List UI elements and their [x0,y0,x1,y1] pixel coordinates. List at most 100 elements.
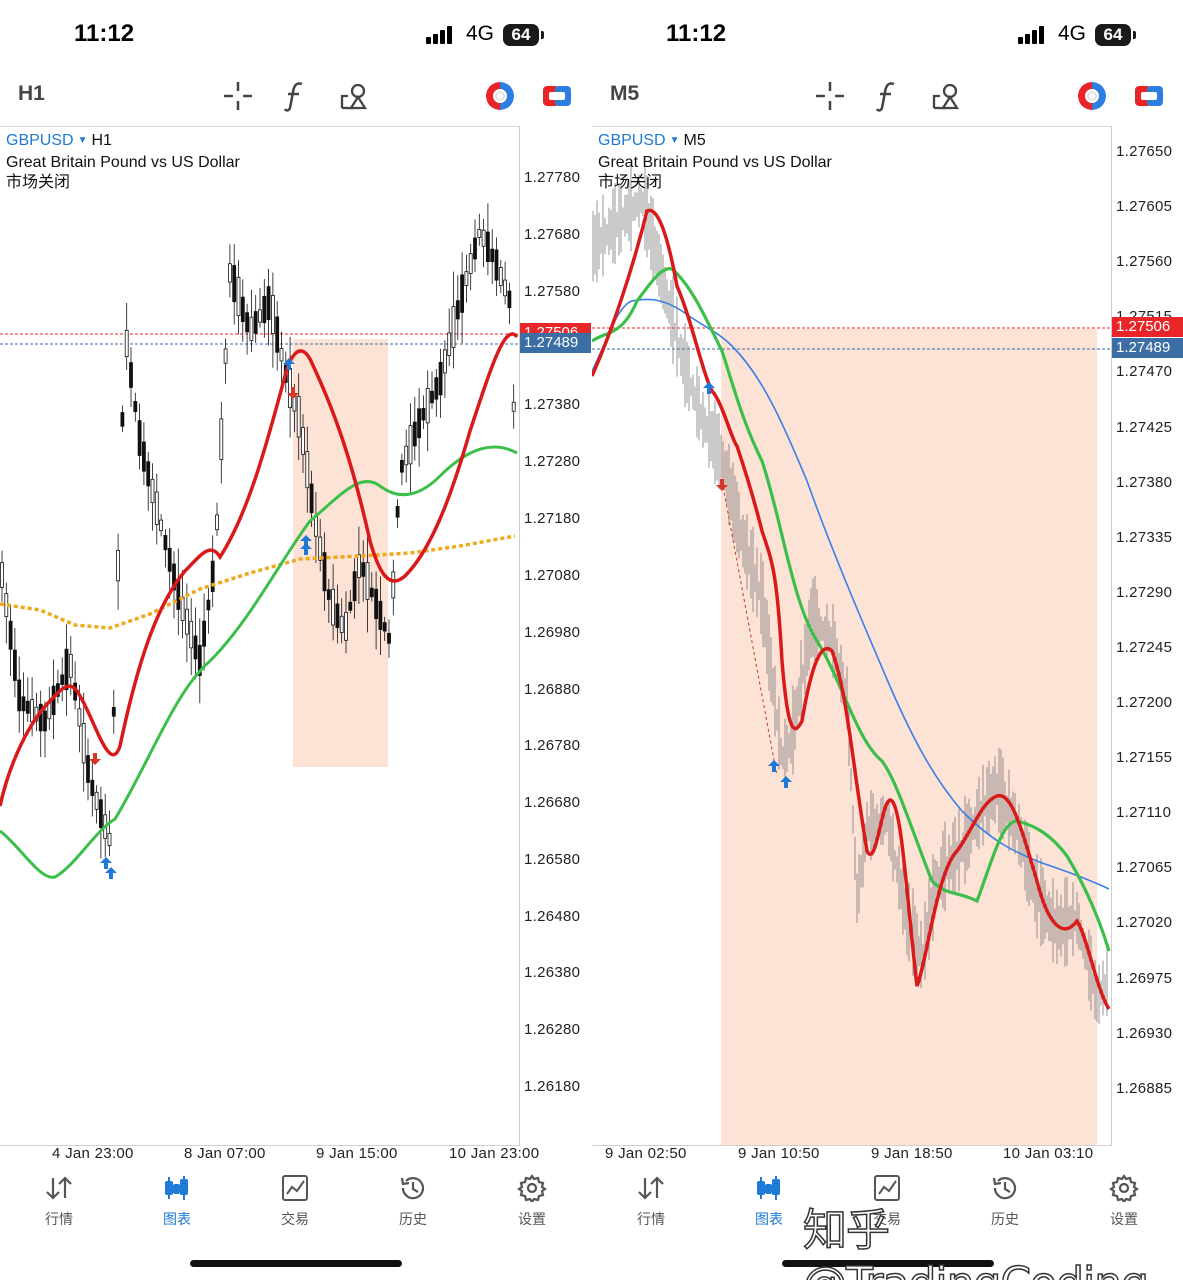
candle-body [60,674,65,685]
nav-tab-trade[interactable]: 交易 [852,1174,922,1229]
time-tick: 9 Jan 10:50 [738,1145,820,1162]
battery-tip [541,31,544,39]
candle-body [184,608,189,635]
candle-body [408,425,413,465]
time-tick: 10 Jan 03:10 [1003,1145,1094,1162]
candle-body [236,276,241,317]
trade-panel-icon[interactable] [541,80,573,112]
candle-body [270,295,275,335]
nav-tab-trade[interactable]: 交易 [260,1174,330,1229]
candle-body [232,265,237,303]
candle-body [507,290,512,309]
nav-tab-quotes[interactable]: 行情 [24,1174,94,1229]
candle-body [339,615,344,633]
candle-body [391,571,396,599]
candle-body [81,723,86,764]
crosshair-icon[interactable] [222,80,254,112]
nav-tab-history[interactable]: 历史 [378,1174,448,1229]
objects-icon[interactable] [338,80,370,112]
price-tick: 1.26580 [524,851,581,868]
candle-body [129,362,133,388]
one-click-trading-icon[interactable] [1076,80,1108,112]
candle-body [477,228,482,238]
candle-body [266,286,271,320]
symbol-description: Great Britain Pound vs US Dollar [598,154,832,171]
price-tick: 1.27080 [524,567,581,584]
price-tick: 1.27110 [1116,804,1172,822]
candle-body [25,700,30,714]
nav-tab-quotes[interactable]: 行情 [616,1174,686,1229]
nav-label: 行情 [45,1211,73,1227]
chart-icon [734,1174,804,1207]
candle-body [189,620,194,649]
timeframe-button[interactable]: M5 [610,82,640,105]
trade-panel-icon[interactable] [1133,80,1165,112]
time-tick: 4 Jan 23:00 [52,1145,134,1162]
price-tick: 1.27560 [1116,253,1173,271]
home-indicator [782,1260,994,1267]
symbol-dropdown-icon[interactable]: ▼ [669,135,680,146]
candle-body [206,599,211,611]
candle-body [163,535,168,551]
left-screen: 11:12 4G 64 H1 GBPUSD ▼ [0,0,591,1280]
nav-tab-settings[interactable]: 设置 [497,1174,567,1229]
candle-body [344,611,348,641]
indicators-icon[interactable] [280,80,312,112]
candle-body [150,478,155,504]
crosshair-icon[interactable] [814,80,846,112]
symbol-dropdown-icon[interactable]: ▼ [77,135,88,146]
trade-link-line [721,480,778,777]
timeframe-button[interactable]: H1 [18,82,45,105]
ask-badge: 1.27489 [520,333,591,353]
price-tick: 1.26380 [524,964,581,981]
price-tick: 1.26280 [524,1021,581,1038]
nav-tab-chart[interactable]: 图表 [734,1174,804,1229]
candle-body [498,267,503,286]
objects-icon[interactable] [930,80,962,112]
nav-tab-settings[interactable]: 设置 [1089,1174,1159,1229]
price-tick: 1.27380 [524,396,581,413]
ma-red-line [0,332,519,807]
candle-body [223,348,228,364]
price-tick: 1.27065 [1116,859,1173,877]
candle-body [322,552,327,592]
settings-icon [497,1174,567,1207]
h1-chart-area[interactable] [0,126,520,1146]
ma-blue-line [592,298,1110,890]
symbol-description: Great Britain Pound vs US Dollar [6,154,240,171]
candle-body [210,560,215,592]
nav-tab-chart[interactable]: 图表 [142,1174,212,1229]
nav-label: 设置 [518,1211,546,1227]
candle-body [86,755,90,783]
price-tick: 1.27470 [1116,363,1173,381]
indicators-icon[interactable] [872,80,904,112]
network-label: 4G [466,22,495,45]
candle-body [326,589,331,600]
history-icon [378,1174,448,1207]
symbol-label[interactable]: GBPUSD [598,132,666,149]
ma-red-line [592,208,1111,1010]
symbol-label[interactable]: GBPUSD [6,132,74,149]
candle-body [249,316,254,342]
candle-body [258,309,262,323]
candle-body [193,635,198,660]
one-click-trading-icon[interactable] [484,80,516,112]
candle-body [124,329,129,357]
time-tick: 10 Jan 23:00 [449,1145,540,1162]
chart-icon [142,1174,212,1207]
candle-body [120,412,125,427]
nav-tab-history[interactable]: 历史 [970,1174,1040,1229]
price-tick: 1.27425 [1116,418,1173,436]
price-tick: 1.26180 [524,1078,581,1095]
candle-body [356,554,361,578]
price-tick: 1.26680 [524,794,581,811]
candle-body [378,600,383,630]
price-tick: 1.27605 [1116,198,1173,216]
m5-chart-area[interactable] [592,126,1112,1146]
ma-green-line [0,445,518,879]
candle-body [43,710,47,732]
price-tick: 1.26980 [524,624,581,641]
ma-orange-line [0,534,516,630]
candle-body [159,519,164,532]
candle-body [275,316,280,353]
